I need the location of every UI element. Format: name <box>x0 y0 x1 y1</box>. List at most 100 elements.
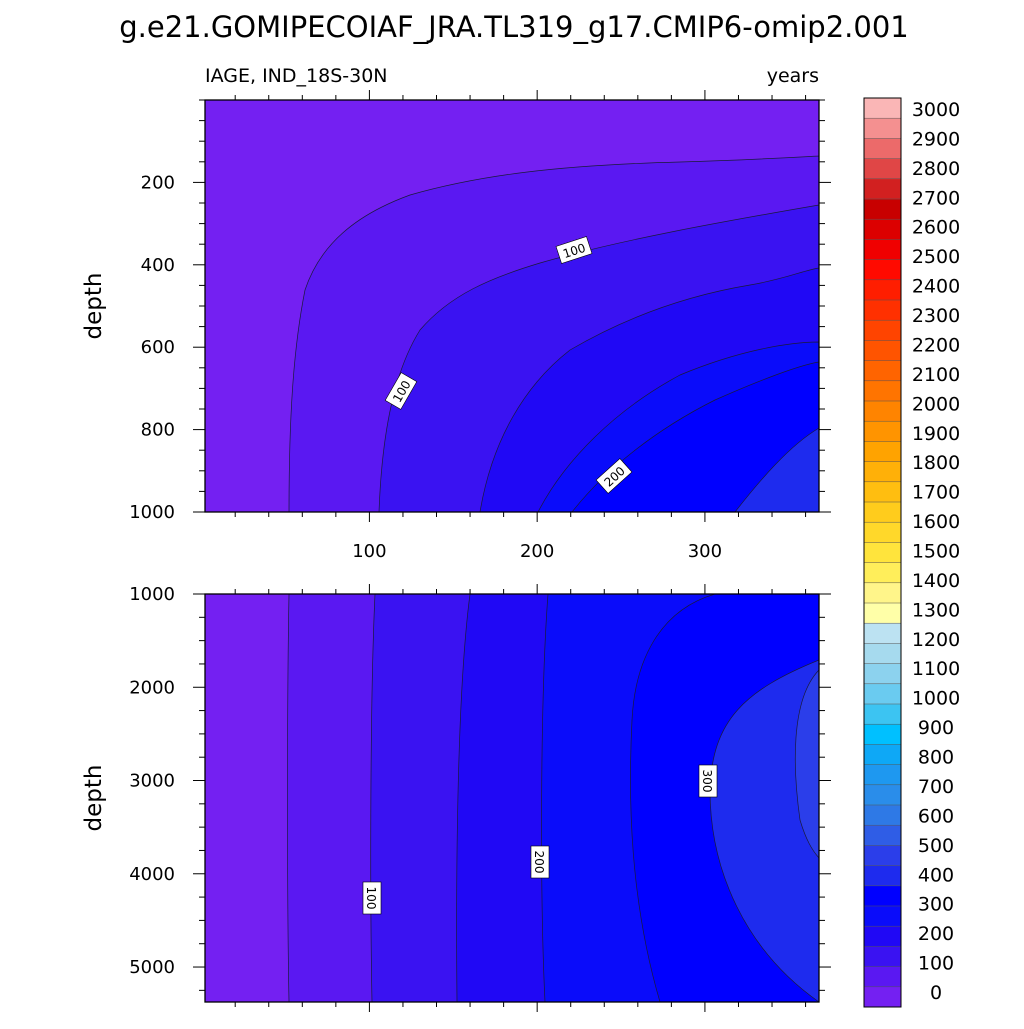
colorbar-label: 800 <box>918 747 954 769</box>
colorbar-swatch <box>864 300 901 321</box>
colorbar-swatch <box>864 825 901 846</box>
colorbar-swatch <box>864 885 901 907</box>
lower-panel-contours <box>205 594 819 1002</box>
colorbar-swatch <box>864 865 901 887</box>
lower-band-7 <box>794 669 819 859</box>
colorbar-label: 2900 <box>912 128 960 150</box>
right-subtitle: years <box>767 65 819 87</box>
colorbar-label: 1800 <box>912 452 960 474</box>
colorbar-label: 2200 <box>912 334 960 356</box>
colorbar-swatch <box>864 906 901 927</box>
colorbar-swatch <box>864 441 901 462</box>
colorbar-swatch <box>864 784 901 806</box>
colorbar-swatch <box>864 502 901 523</box>
colorbar-swatch <box>864 401 901 422</box>
colorbar-label: 3000 <box>912 99 960 121</box>
colorbar-swatch <box>864 582 901 604</box>
lower-contour-label-2: 200 <box>530 845 550 879</box>
colorbar-label: 1300 <box>912 599 960 621</box>
colorbar-label: 600 <box>918 805 954 827</box>
colorbar-label: 1100 <box>912 658 960 680</box>
colorbar-swatch <box>864 481 901 503</box>
colorbar-frame <box>863 97 902 1008</box>
upper-ylabel: depth <box>81 273 107 340</box>
lower-ylabel: depth <box>81 765 107 832</box>
colorbar-label: 400 <box>918 864 954 886</box>
colorbar: 0 100 200 300 400 500 600 700 800 900 1000 1100 1200… <box>863 97 960 1008</box>
lower-ytick-label: 5000 <box>129 957 175 978</box>
colorbar-swatch <box>864 966 901 988</box>
colorbar-label: 500 <box>918 835 954 857</box>
colorbar-swatch <box>864 279 901 301</box>
colorbar-swatch <box>864 138 901 159</box>
colorbar-swatch <box>864 926 901 947</box>
colorbar-label: 100 <box>918 953 954 975</box>
colorbar-swatch <box>864 199 901 220</box>
colorbar-swatch <box>864 360 901 382</box>
upper-xtick-label: 100 <box>352 541 386 562</box>
colorbar-label: 2400 <box>912 276 960 298</box>
lower-ytick-label: 4000 <box>129 864 175 885</box>
upper-xtick-label: 300 <box>688 541 722 562</box>
lower-contour-label-2-text: 200 <box>532 851 546 874</box>
colorbar-label: 300 <box>918 894 954 916</box>
left-subtitle: IAGE, IND_18S-30N <box>205 65 388 87</box>
colorbar-swatch <box>864 118 901 139</box>
colorbar-swatch <box>864 704 901 725</box>
upper-ytick-label: 200 <box>141 172 175 193</box>
lower-contour-label-3: 300 <box>698 764 718 798</box>
colorbar-swatch <box>864 986 901 1008</box>
upper-ytick-label: 1000 <box>129 502 175 523</box>
colorbar-swatch <box>864 562 901 584</box>
colorbar-swatch <box>864 158 901 180</box>
lower-contour-label-1: 100 <box>362 881 382 915</box>
upper-contour-label-1-text: 100 <box>561 241 587 261</box>
colorbar-swatch <box>864 623 901 644</box>
colorbar-label: 200 <box>918 923 954 945</box>
colorbar-swatch <box>864 340 901 361</box>
lower-contour-label-3-text: 300 <box>700 770 714 793</box>
colorbar-label: 2100 <box>912 364 960 386</box>
lower-contour-labels: 100 200 300 <box>362 764 718 915</box>
colorbar-label: 1200 <box>912 629 960 651</box>
upper-ytick-label: 800 <box>141 420 175 441</box>
colorbar-swatch <box>864 320 901 341</box>
colorbar-label: 2500 <box>912 246 960 268</box>
colorbar-swatch <box>864 764 901 786</box>
colorbar-swatch <box>864 178 901 200</box>
colorbar-swatch <box>864 946 901 967</box>
lower-contour-label-1-text: 100 <box>364 887 378 910</box>
colorbar-label: 900 <box>918 717 954 739</box>
colorbar-swatch <box>864 461 901 483</box>
lower-band-6 <box>709 659 819 1002</box>
colorbar-swatch <box>864 744 901 765</box>
lower-ytick-label: 2000 <box>129 677 175 698</box>
chart-title: g.e21.GOMIPECOIAF_JRA.TL319_g17.CMIP6-om… <box>119 10 909 44</box>
upper-ytick-label: 600 <box>141 337 175 358</box>
colorbar-swatch <box>864 239 901 260</box>
colorbar-swatch <box>864 421 901 442</box>
colorbar-label: 1500 <box>912 541 960 563</box>
lower-ytick-label: 1000 <box>129 584 175 605</box>
upper-xtick-label: 200 <box>520 541 554 562</box>
colorbar-label: 2600 <box>912 217 960 239</box>
colorbar-label: 0 <box>930 982 942 1004</box>
colorbar-label: 2300 <box>912 305 960 327</box>
upper-panel-contours <box>205 100 819 512</box>
colorbar-swatch <box>864 98 901 119</box>
lower-frame <box>204 593 820 1003</box>
colorbar-swatch <box>864 603 901 624</box>
colorbar-swatch <box>864 259 901 281</box>
colorbar-label: 1700 <box>912 482 960 504</box>
upper-contour-label-1: 100 <box>555 236 593 264</box>
colorbar-label: 2000 <box>912 393 960 415</box>
colorbar-swatch <box>864 845 901 866</box>
colorbar-label: 2700 <box>912 187 960 209</box>
colorbar-swatch <box>864 219 901 240</box>
colorbar-swatch <box>864 683 901 705</box>
colorbar-swatch <box>864 724 901 745</box>
colorbar-label: 1400 <box>912 570 960 592</box>
colorbar-label: 1000 <box>912 688 960 710</box>
